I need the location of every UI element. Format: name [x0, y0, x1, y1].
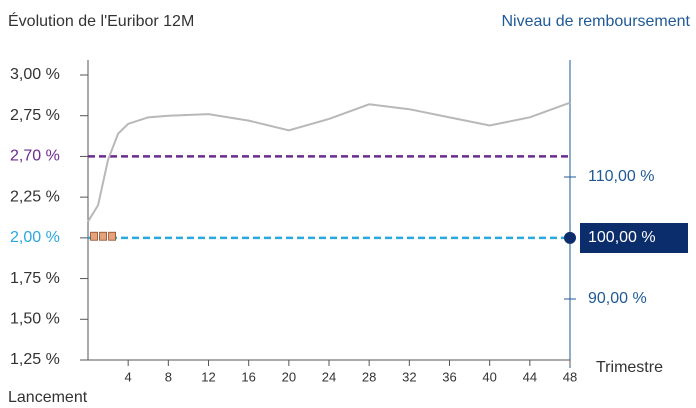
- y-tick-label: 2,00 %: [10, 229, 60, 246]
- y-tick-label: 2,25 %: [10, 188, 60, 205]
- data-line: [87, 101, 571, 223]
- y-tick-label: 2,75 %: [10, 107, 60, 124]
- x-tick-label: 36: [442, 369, 456, 384]
- x-tick-label: 20: [282, 369, 296, 384]
- marker: [90, 231, 98, 241]
- x-tick-label: 40: [482, 369, 496, 384]
- y2-tick-label: 90,00 %: [588, 290, 647, 307]
- chart-title: Évolution de l'Euribor 12M: [8, 11, 194, 30]
- y2-title: Niveau de remboursement: [501, 13, 690, 30]
- y2-highlight: [580, 222, 688, 253]
- y-tick-label: 3,00 %: [10, 66, 60, 83]
- x-tick-label: 4: [125, 369, 132, 384]
- x-tick-label: 48: [563, 369, 577, 384]
- x-tick-label: 16: [241, 369, 255, 384]
- x-tick-label: 24: [322, 369, 336, 384]
- y-tick-label: 1,50 %: [10, 311, 60, 328]
- x-tick-label: 44: [523, 369, 537, 384]
- y-tick-label: 1,75 %: [10, 270, 60, 287]
- y-tick-label: 1,25 %: [10, 351, 60, 368]
- start-label: Lancement: [8, 389, 88, 406]
- reference-dot: [564, 231, 576, 244]
- marker: [99, 231, 107, 241]
- x-tick-label: 8: [165, 369, 172, 384]
- y2-tick-label: 110,00 %: [588, 168, 654, 185]
- x-tick-label: 32: [402, 369, 416, 384]
- y-tick-label: 2,70 %: [10, 148, 60, 165]
- marker: [108, 231, 116, 241]
- x-axis-label: Trimestre: [596, 359, 663, 376]
- y2-tick-label: 100,00 %: [588, 229, 656, 246]
- x-tick-label: 12: [201, 369, 215, 384]
- x-tick-label: 28: [362, 369, 376, 384]
